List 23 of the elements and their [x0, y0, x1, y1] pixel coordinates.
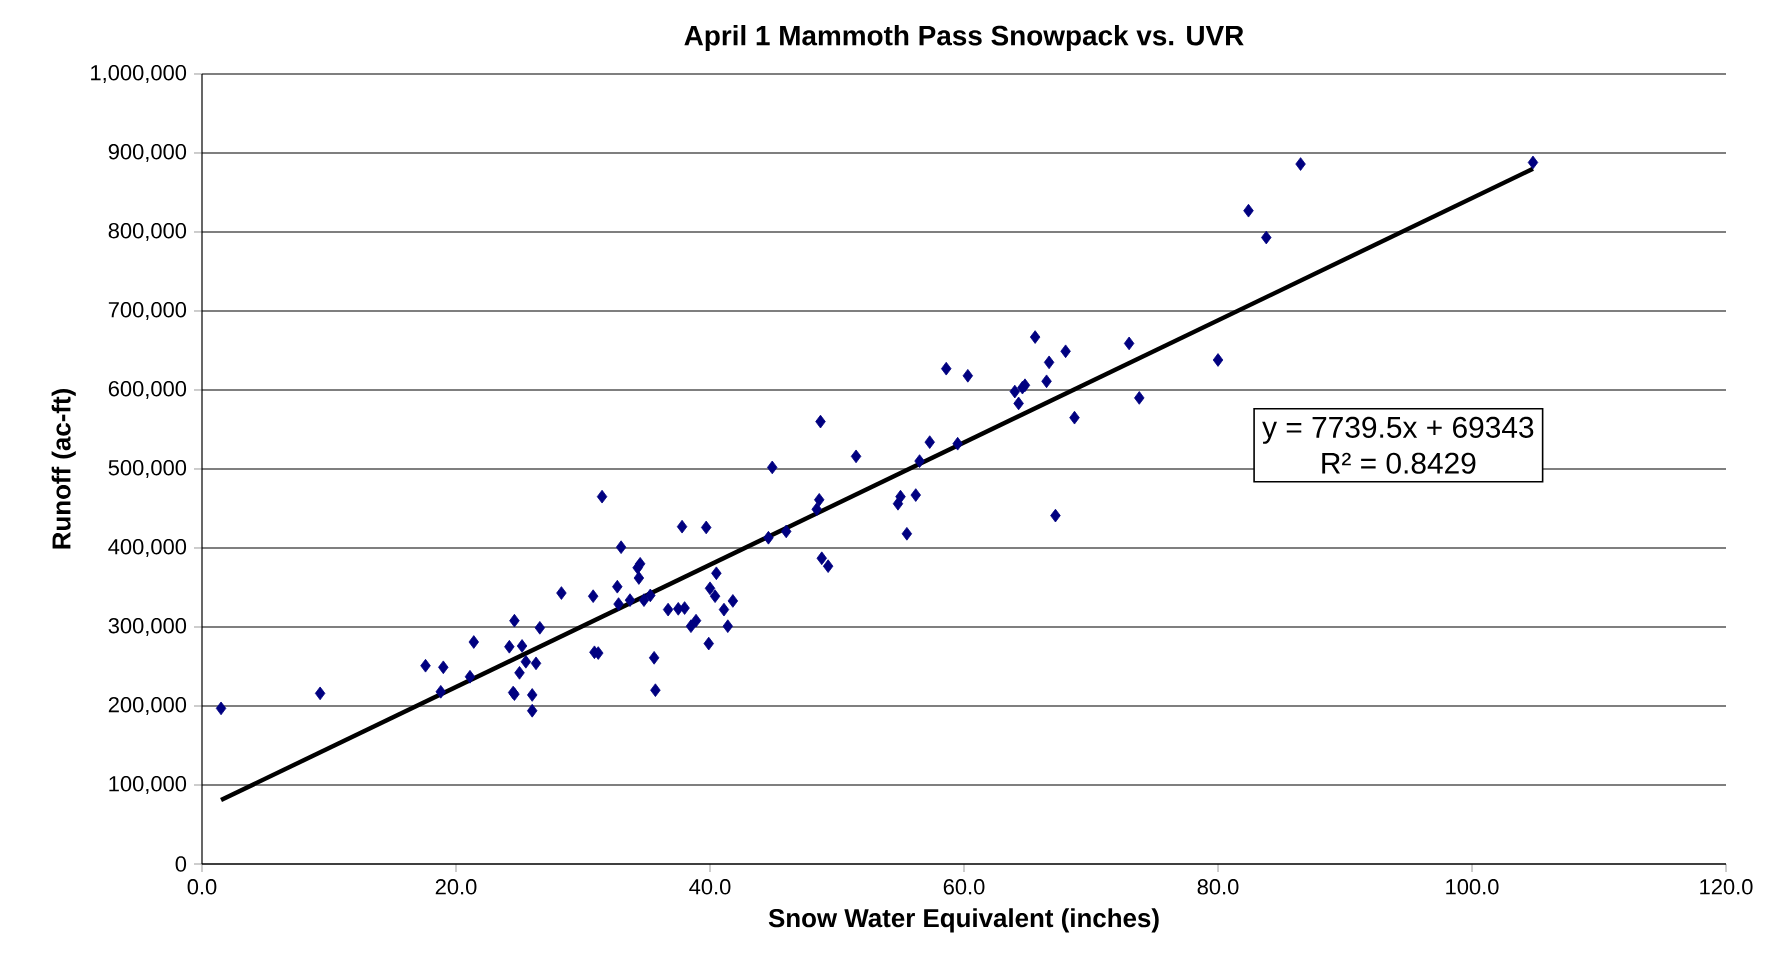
x-tick-label: 100.0	[1446, 879, 1499, 895]
y-tick-label: 200,000	[108, 696, 187, 716]
annotation: y = 7739.5x + 69343	[1262, 416, 1534, 444]
y-tick-label: 100,000	[109, 775, 187, 795]
x-tick-label: 60.0	[943, 879, 985, 895]
y-tick-label: 1,000,000	[91, 64, 187, 84]
x-tick-label: 0.0	[187, 879, 217, 895]
chart-title: April 1 Mammoth Pass Snowpack vs. UVR	[684, 24, 1244, 51]
x-tick-label: 80.0	[1197, 879, 1239, 895]
y-tick-label: 0	[175, 856, 187, 872]
x-tick-label: 120.0	[1700, 879, 1753, 895]
x-tick-label: 20.0	[435, 879, 477, 895]
y-tick-label: 900,000	[108, 143, 187, 163]
y-tick-label: 400,000	[108, 538, 187, 558]
annotation: R² = 0.8429	[1322, 452, 1476, 474]
x-axis-title: Snow Water Equivalent (inches)	[768, 908, 1159, 933]
y-tick-label: 700,000	[108, 301, 187, 321]
x-tick-label: 40.0	[689, 879, 731, 895]
y-tick-label: 300,000	[108, 617, 187, 637]
y-axis-title: Runoff (ac-ft)	[51, 389, 76, 549]
y-tick-label: 800,000	[108, 222, 187, 242]
y-tick-label: 600,000	[108, 380, 187, 400]
y-tick-label: 500,000	[108, 459, 187, 479]
